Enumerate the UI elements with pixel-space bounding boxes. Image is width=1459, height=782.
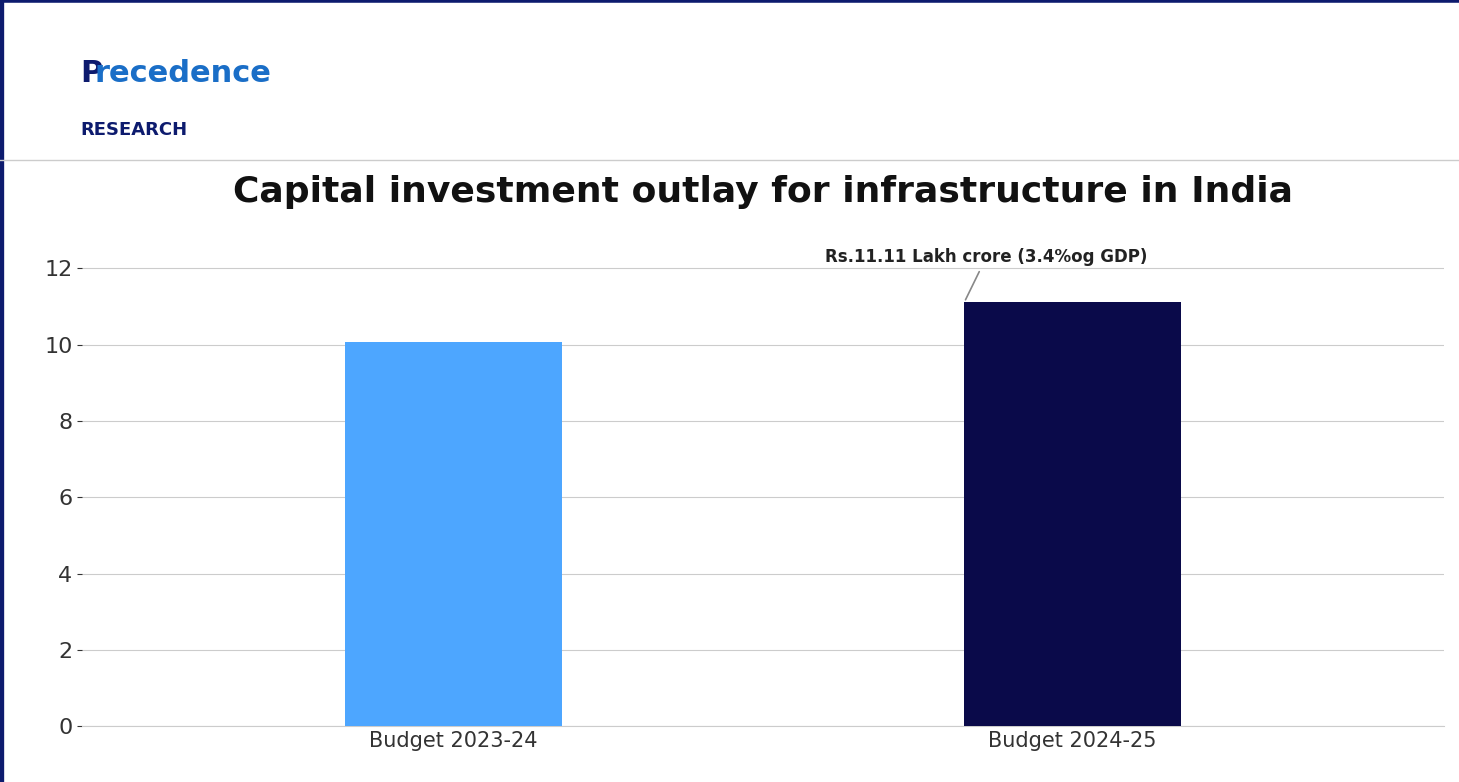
Text: recedence: recedence [95,59,271,88]
Text: Rs.11.11 Lakh crore (3.4%og GDP): Rs.11.11 Lakh crore (3.4%og GDP) [824,249,1147,300]
Bar [346,342,562,726]
Text: RESEARCH: RESEARCH [80,121,187,139]
Text: P: P [80,59,102,88]
Title: Capital investment outlay for infrastructure in India: Capital investment outlay for infrastruc… [233,175,1293,210]
Bar [964,303,1180,726]
